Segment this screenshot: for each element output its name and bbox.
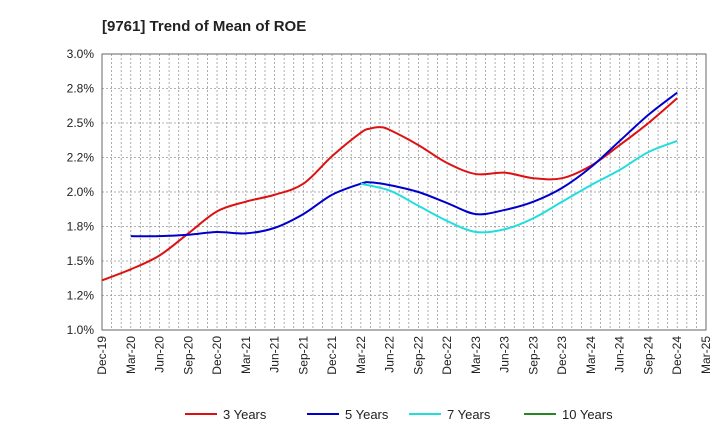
series-layer [101, 91, 678, 282]
x-tick-label: Jun-23 [498, 336, 512, 373]
x-tick-label: Sep-21 [296, 336, 310, 375]
y-tick-label: 1.5% [67, 254, 95, 268]
y-tick-label: 2.8% [67, 82, 95, 96]
legend-label: 5 Years [345, 407, 389, 422]
y-tick-label: 3.0% [67, 47, 95, 61]
x-tick-label: Jun-20 [153, 336, 167, 373]
x-tick-label: Jun-22 [383, 336, 397, 373]
x-tick-label: Sep-22 [411, 336, 425, 375]
x-tick-label: Dec-23 [555, 336, 569, 375]
x-tick-label: Jun-24 [613, 336, 627, 373]
x-tick-label: Dec-24 [670, 336, 684, 375]
plot-area [101, 53, 707, 331]
x-tick-label: Dec-20 [210, 336, 224, 375]
legend-label: 7 Years [447, 407, 491, 422]
grid-lines [102, 54, 706, 330]
x-tick-label: Dec-22 [440, 336, 454, 375]
x-tick-label: Mar-21 [239, 336, 253, 374]
x-tick-label: Mar-25 [699, 336, 713, 374]
y-tick-label: 2.5% [67, 116, 95, 130]
legend-label: 10 Years [562, 407, 613, 422]
x-tick-label: Mar-22 [354, 336, 368, 374]
series-line-3-years [101, 97, 678, 282]
x-tick-label: Mar-24 [584, 336, 598, 374]
y-tick-label: 1.2% [67, 289, 95, 303]
series-line-5-years [130, 91, 678, 238]
y-tick-label: 1.8% [67, 220, 95, 234]
x-tick-label: Jun-21 [268, 336, 282, 373]
y-tick-label: 1.0% [67, 323, 95, 337]
x-tick-label: Dec-19 [95, 336, 109, 375]
y-tick-label: 2.0% [67, 185, 95, 199]
x-tick-label: Sep-23 [526, 336, 540, 375]
legend: 3 Years 5 Years 7 Years 10 Years [185, 407, 613, 422]
x-tick-label: Mar-20 [124, 336, 138, 374]
x-tick-label: Sep-24 [641, 336, 655, 375]
x-tick-label: Sep-20 [181, 336, 195, 375]
series-line-7-years [360, 140, 678, 234]
x-axis: Dec-19 Mar-20 Jun-20 Sep-20 Dec-20 Mar-21 Jun-… [95, 336, 713, 375]
x-tick-label: Mar-23 [469, 336, 483, 374]
chart-title: [9761] Trend of Mean of ROE [102, 18, 306, 35]
y-axis: 1.0% 1.2% 1.5% 1.8% 2.0% 2.2% 2.5% 2.8% 3.0% [67, 47, 95, 337]
legend-label: 3 Years [223, 407, 267, 422]
x-tick-label: Dec-21 [325, 336, 339, 375]
y-tick-label: 2.2% [67, 151, 95, 165]
